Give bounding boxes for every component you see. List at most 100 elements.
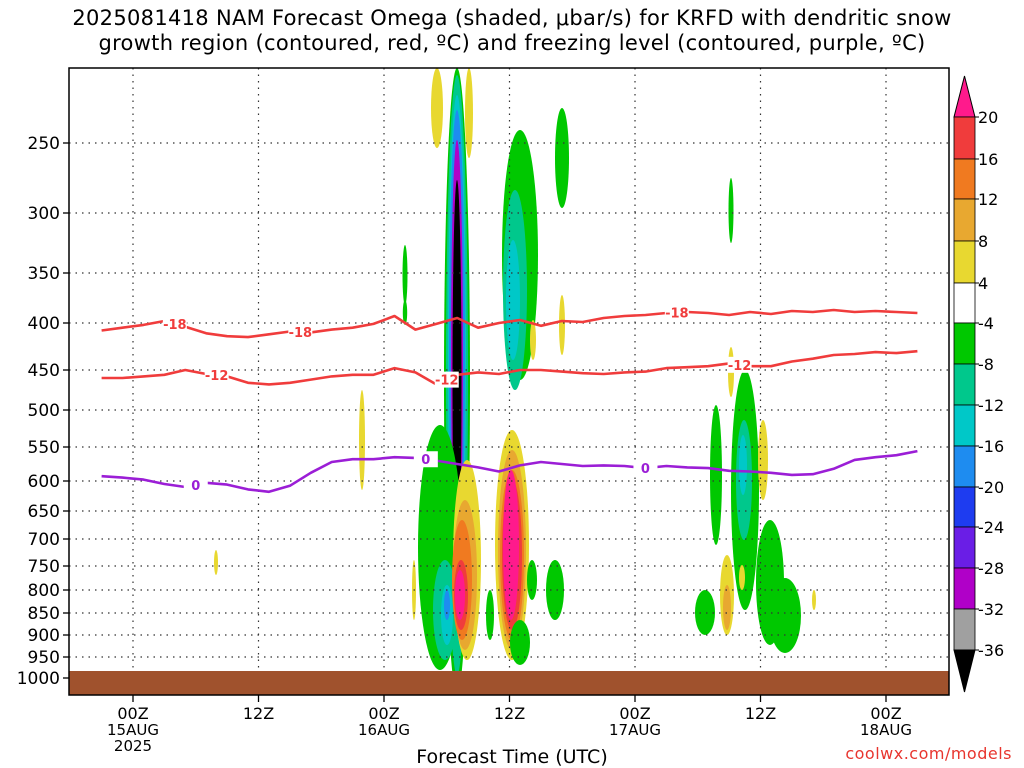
title-line-2: growth region (contoured, red, ºC) and f… xyxy=(98,31,926,55)
omega-shading xyxy=(214,68,816,693)
colorbar-swatch xyxy=(953,486,976,528)
omega-shade-region xyxy=(510,620,530,665)
colorbar-label: -36 xyxy=(978,641,1004,660)
colorbar-top-arrow xyxy=(953,75,976,118)
y-axis: 2503003504004505005506006507007508008509… xyxy=(17,134,69,689)
contour-label: -18 xyxy=(163,318,187,333)
contour-line-2 xyxy=(101,349,918,386)
x-tick-label: 00Z xyxy=(870,704,901,723)
omega-shade-region xyxy=(431,68,443,148)
y-tick-label: 800 xyxy=(28,581,60,601)
contour-label-bg xyxy=(288,323,313,340)
colorbar-swatch xyxy=(953,567,976,610)
x-axis-label: Forecast Time (UTC) xyxy=(416,746,608,768)
contour-label: -18 xyxy=(289,326,313,341)
colorbar-swatch xyxy=(953,608,976,651)
y-tick-label: 600 xyxy=(28,472,60,492)
contour-label-bg xyxy=(413,451,438,468)
x-tick-label: 00Z xyxy=(117,704,148,723)
omega-shade-region xyxy=(503,470,519,620)
contour-label: 0 xyxy=(421,453,430,468)
colorbar: 20 16 12 8 4 -4 -8 -12 -16 -20 -24 -28 -32 -36 xyxy=(953,75,1004,693)
x-tick-label: 15AUG xyxy=(107,721,159,739)
y-tick-label: 500 xyxy=(28,401,60,421)
x-tick-label: 17AUG xyxy=(609,721,661,739)
colorbar-label: -4 xyxy=(978,314,994,333)
y-tick-label: 450 xyxy=(28,361,60,381)
title-line-1: 2025081418 NAM Forecast Omega (shaded, μ… xyxy=(72,6,952,30)
chart-title: 2025081418 NAM Forecast Omega (shaded, μ… xyxy=(0,6,1024,56)
omega-shade-region xyxy=(723,585,731,630)
colorbar-swatch xyxy=(953,322,976,365)
omega-shade-region xyxy=(559,295,565,355)
contour-label-bg xyxy=(727,356,752,373)
y-tick-label: 550 xyxy=(28,438,60,458)
x-tick-label: 18AUG xyxy=(860,721,912,739)
omega-shade-region xyxy=(530,320,536,360)
omega-shade-region xyxy=(546,560,564,620)
colorbar-swatch xyxy=(953,404,976,447)
colorbar-label: -8 xyxy=(978,355,994,374)
ground-layer xyxy=(69,671,949,695)
colorbar-label: -16 xyxy=(978,437,1004,456)
contour-label-bg xyxy=(633,460,658,477)
colorbar-label: 20 xyxy=(978,108,998,127)
y-tick-label: 950 xyxy=(28,648,60,668)
omega-shade-region xyxy=(402,245,408,305)
omega-shade-region xyxy=(465,68,473,158)
x-tick-label: 16AUG xyxy=(358,721,410,739)
y-tick-label: 1000 xyxy=(17,669,60,689)
omega-shade-region xyxy=(739,435,747,495)
colorbar-swatch xyxy=(953,198,976,242)
x-tick-label: 2025 xyxy=(114,737,152,755)
x-tick-label: 00Z xyxy=(619,704,650,723)
y-tick-label: 350 xyxy=(28,264,60,284)
omega-shade-region xyxy=(758,420,768,500)
colorbar-swatch xyxy=(953,445,976,488)
contour-label: -18 xyxy=(665,307,689,322)
y-tick-label: 400 xyxy=(28,314,60,334)
omega-shade-region xyxy=(455,570,465,620)
y-tick-label: 850 xyxy=(28,604,60,624)
contours: -18 -18 -18 -12 -12 -12 0 0 0 xyxy=(101,304,918,494)
omega-shade-region xyxy=(527,560,537,600)
colorbar-label: 8 xyxy=(978,232,988,251)
contour-label-bg xyxy=(183,476,208,493)
y-tick-label: 900 xyxy=(28,626,60,646)
contour-label-bg xyxy=(664,304,689,321)
gridlines xyxy=(69,68,949,695)
omega-shade-region xyxy=(812,590,816,610)
colorbar-swatch xyxy=(953,526,976,569)
omega-shade-region xyxy=(695,590,715,635)
colorbar-label: -20 xyxy=(978,478,1004,497)
colorbar-label: -28 xyxy=(978,559,1004,578)
x-tick-label: 00Z xyxy=(368,704,399,723)
omega-shade-region xyxy=(728,178,734,243)
y-tick-label: 700 xyxy=(28,530,60,550)
contour-label: -12 xyxy=(728,359,752,374)
y-tick-label: 250 xyxy=(28,134,60,154)
omega-shade-region xyxy=(506,240,520,360)
omega-shade-region xyxy=(710,405,722,545)
x-tick-label: 12Z xyxy=(494,704,525,723)
omega-shade-region xyxy=(402,300,408,325)
omega-shade-region xyxy=(359,390,365,490)
colorbar-swatch xyxy=(953,363,976,406)
omega-shade-region xyxy=(739,565,745,590)
colorbar-label: -32 xyxy=(978,600,1004,619)
colorbar-label: -12 xyxy=(978,396,1004,415)
colorbar-swatch xyxy=(953,282,976,324)
y-tick-label: 650 xyxy=(28,502,60,522)
omega-shade-region xyxy=(555,108,569,208)
omega-shade-region xyxy=(769,578,801,653)
colorbar-label: 12 xyxy=(978,190,998,209)
contour-label: -12 xyxy=(205,369,229,384)
contour-label: 0 xyxy=(641,462,650,477)
colorbar-bottom-arrow xyxy=(953,649,976,693)
y-tick-label: 300 xyxy=(28,204,60,224)
colorbar-label: -24 xyxy=(978,518,1004,537)
contour-label-bg xyxy=(434,371,459,388)
contour-label-bg xyxy=(162,315,187,332)
